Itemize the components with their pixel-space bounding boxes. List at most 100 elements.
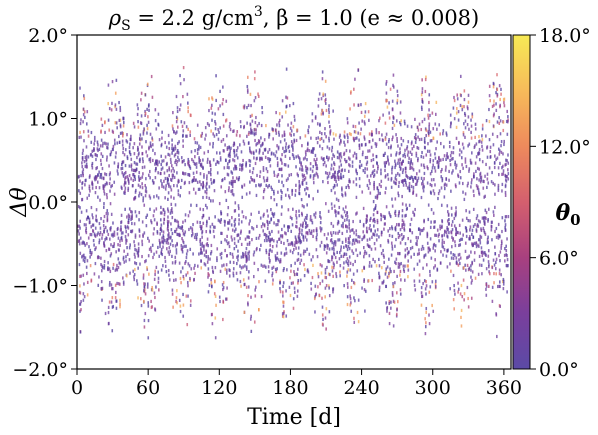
data-point [167, 220, 170, 224]
data-point [284, 149, 287, 153]
data-point [363, 288, 366, 292]
data-point [134, 233, 137, 237]
data-point [150, 299, 152, 304]
data-point [189, 226, 192, 230]
data-point [272, 214, 275, 218]
data-point [468, 235, 471, 239]
data-point [353, 103, 355, 107]
data-point [228, 159, 231, 163]
data-point [354, 259, 356, 264]
data-point [159, 244, 161, 249]
data-point [258, 210, 260, 214]
data-point [300, 163, 302, 167]
data-point [347, 268, 349, 272]
data-point [116, 169, 119, 173]
data-point [282, 300, 284, 304]
data-point [210, 250, 213, 254]
data-point [183, 172, 185, 176]
data-point [298, 214, 301, 218]
data-point [387, 158, 389, 162]
data-point [465, 209, 467, 213]
data-point [330, 238, 333, 242]
data-point [330, 163, 333, 167]
data-point [129, 152, 132, 157]
data-point [188, 210, 191, 214]
data-point [416, 239, 418, 243]
data-point [146, 131, 148, 135]
data-point [437, 191, 440, 196]
data-point [208, 97, 210, 101]
data-point [248, 222, 250, 226]
data-point [341, 240, 344, 245]
data-point [294, 193, 297, 197]
data-point [244, 264, 246, 268]
data-point [343, 245, 345, 249]
data-point [434, 183, 436, 187]
data-point [425, 153, 428, 157]
data-point [430, 191, 432, 195]
data-point [306, 203, 308, 207]
data-point [399, 241, 402, 245]
data-point [487, 235, 489, 239]
data-point [428, 93, 431, 97]
data-point [346, 229, 348, 233]
data-point [106, 146, 109, 150]
data-point [246, 121, 248, 125]
data-point [252, 274, 255, 279]
data-point [338, 238, 341, 242]
data-point [402, 268, 405, 272]
data-point [499, 304, 501, 308]
data-point [248, 270, 250, 274]
data-point [265, 234, 268, 238]
data-point [137, 242, 140, 246]
data-point [365, 251, 368, 255]
data-point [345, 160, 347, 164]
data-point [418, 169, 421, 173]
data-point [83, 96, 86, 101]
data-point [252, 227, 255, 231]
data-point [265, 235, 267, 240]
data-point [110, 108, 113, 112]
data-point [485, 216, 487, 220]
data-point [141, 220, 144, 224]
data-point [319, 123, 321, 127]
data-point [428, 149, 431, 153]
data-point [296, 289, 299, 293]
data-point [78, 232, 80, 236]
data-point [324, 132, 326, 136]
data-point [276, 156, 279, 161]
data-point [333, 204, 336, 208]
data-point [86, 110, 89, 114]
data-point [394, 163, 397, 167]
data-point [151, 138, 154, 142]
data-point [239, 231, 242, 235]
data-point [103, 227, 106, 232]
data-point [145, 224, 148, 228]
data-point [499, 119, 502, 123]
data-point [272, 137, 274, 141]
data-point [174, 219, 176, 223]
data-point [426, 181, 429, 185]
data-point [391, 165, 394, 169]
data-point [403, 223, 406, 227]
data-point [286, 239, 289, 243]
data-point [268, 252, 270, 256]
data-point [502, 152, 504, 156]
data-point [349, 229, 351, 233]
data-point [286, 96, 289, 100]
data-point [232, 271, 235, 275]
data-point [443, 145, 445, 149]
data-point [505, 248, 508, 253]
data-point [255, 115, 257, 120]
data-point [452, 256, 455, 261]
data-point [338, 229, 341, 234]
data-point [182, 232, 185, 236]
data-point [224, 267, 227, 271]
data-point [392, 116, 395, 120]
data-point [316, 157, 318, 161]
data-point [110, 233, 113, 237]
data-point [214, 336, 217, 340]
data-point [333, 175, 336, 179]
data-point [281, 153, 283, 157]
data-point [413, 212, 416, 216]
